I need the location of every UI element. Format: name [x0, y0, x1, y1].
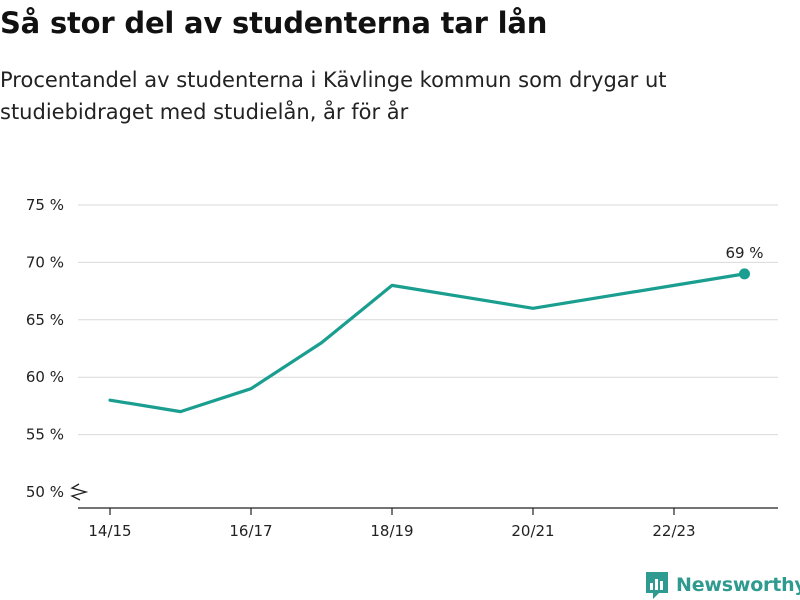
y-tick-label-50: 50 %: [26, 483, 64, 501]
y-tick-label-55: 55 %: [26, 426, 64, 444]
chart-title: Så stor del av studenterna tar lån: [0, 6, 548, 40]
last-point-marker: [739, 268, 750, 280]
y-tick-label-75: 75 %: [26, 196, 64, 214]
axis-break-icon: [70, 483, 89, 501]
newsworthy-chart-icon: [646, 572, 668, 599]
y-tick-label-65: 65 %: [26, 311, 64, 329]
y-tick-label-70: 70 %: [26, 253, 64, 271]
x-tick-label-14-15: 14/15: [88, 522, 131, 540]
newsworthy-logo: Newsworthy: [644, 570, 800, 600]
chart-subtitle: Procentandel av studenterna i Kävlinge k…: [0, 68, 667, 124]
last-point-label: 69 %: [725, 244, 763, 262]
x-tick-label-16-17: 16/17: [229, 522, 272, 540]
x-tick-label-18-19: 18/19: [370, 522, 413, 540]
y-tick-label-60: 60 %: [26, 368, 64, 386]
brand-name: Newsworthy: [676, 574, 800, 596]
series-line-0: [108, 272, 747, 414]
line-chart: 50 % 55 % 60 % 65 % 70 % 75 % 14/15 16/17 18/19 2…: [26, 196, 778, 540]
x-tick-label-20-21: 20/21: [511, 522, 554, 540]
x-tick-label-22-23: 22/23: [652, 522, 695, 540]
